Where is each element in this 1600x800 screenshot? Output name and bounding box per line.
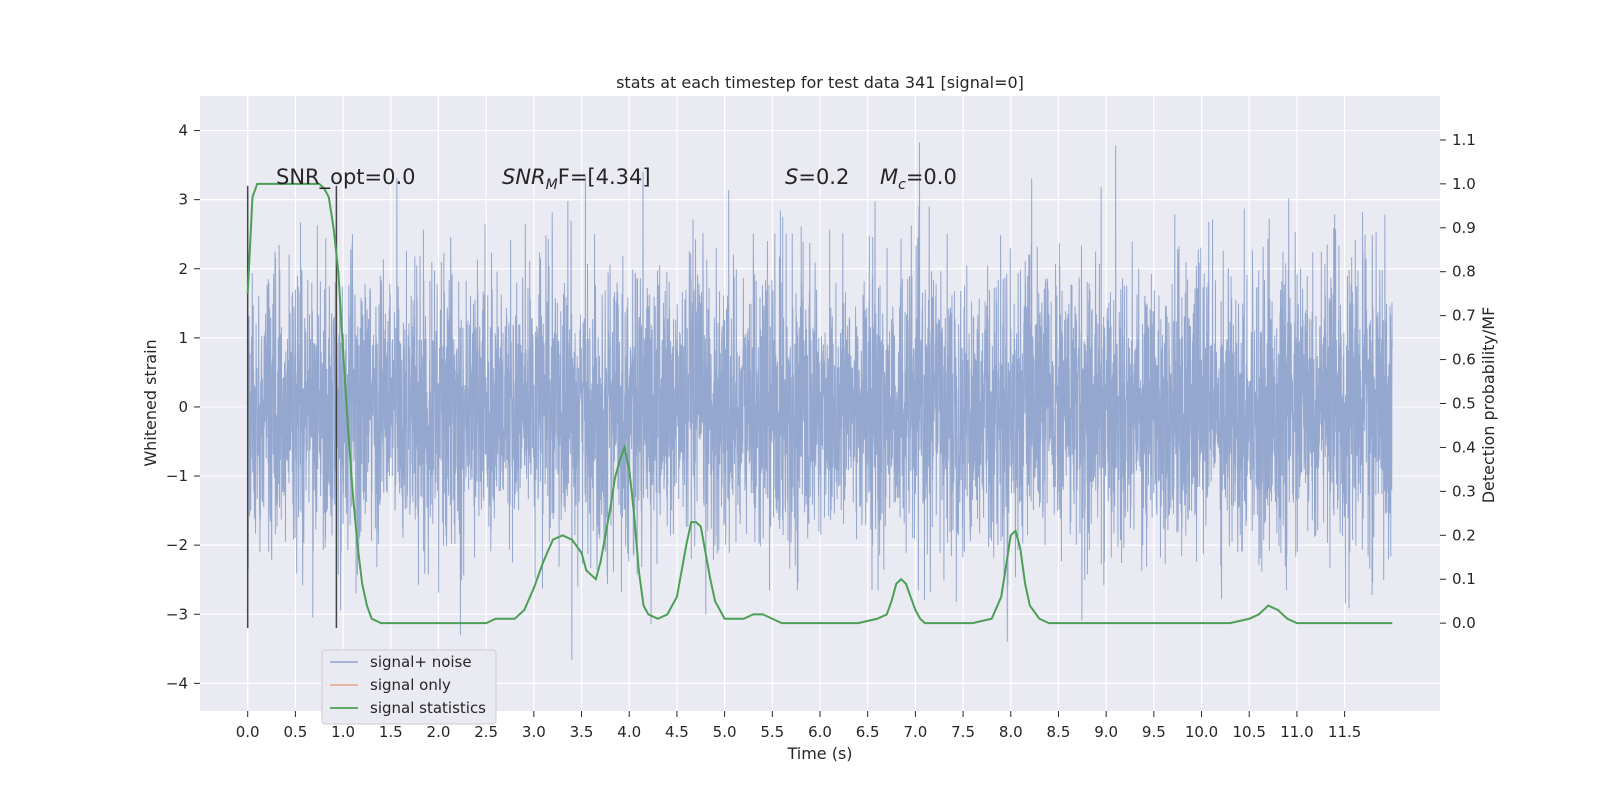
annotation-snr-mf: SNRMF=[4.34] [502,165,651,193]
y-axis-left-label: Whitened strain [141,339,160,466]
x-tick-label: 4.0 [617,723,641,741]
x-axis-ticks: 0.0 0.5 1.0 1.5 2.0 2.5 3.0 3.5 4.0 4.5 5.0 5.5 6.0 6… [236,711,1361,741]
x-tick-label: 0.5 [283,723,307,741]
x-tick-label: 11.0 [1280,723,1313,741]
x-tick-label: 9.0 [1094,723,1118,741]
annotation-s: S=0.2 [785,165,849,189]
y-left-tick-label: 2 [178,260,188,278]
signal-noise-line [247,142,1393,661]
y-right-tick-label: 0.8 [1452,263,1476,281]
legend-label-signal-only: signal only [370,676,451,694]
y-right-tick-label: 0.6 [1452,351,1476,369]
x-tick-label: 10.5 [1233,723,1266,741]
legend: signal+ noise signal only signal statist… [321,649,497,725]
y-axis-right-label: Detection probability/MF [1479,307,1498,504]
x-tick-label: 10.0 [1185,723,1218,741]
x-axis-label: Time (s) [786,744,852,763]
noise-series [247,142,1393,661]
annotation-mc: Mc=0.0 [880,165,957,193]
x-tick-label: 0.0 [236,723,260,741]
y-axis-left-ticks: 4 3 2 1 0 −1 −2 −3 −4 [166,122,200,692]
annotation-mc-main: M [880,165,898,189]
x-tick-label: 3.5 [570,723,594,741]
annotation-snr-mf-sub: M [546,177,558,193]
annotation-s-rest: =0.2 [798,165,849,189]
x-tick-label: 9.5 [1142,723,1166,741]
annotation-snr-opt: SNR_opt=0.0 [276,165,416,190]
annotation-snr-mf-rest: F=[4.34] [558,165,651,189]
x-tick-label: 1.0 [331,723,355,741]
legend-label-signal-noise: signal+ noise [370,653,472,671]
annotation-mc-sub: c [898,177,906,193]
y-left-tick-label: −3 [166,605,188,623]
y-left-tick-label: −4 [166,674,188,692]
x-tick-label: 5.5 [760,723,784,741]
y-left-tick-label: −1 [166,467,188,485]
legend-box [321,649,497,725]
y-right-tick-label: 0.7 [1452,307,1476,325]
y-right-tick-label: 1.1 [1452,131,1476,149]
annotations: SNR_opt=0.0 SNRMF=[4.34] S=0.2 Mc=0.0 [276,165,957,193]
x-tick-label: 3.0 [522,723,546,741]
x-tick-label: 1.5 [379,723,403,741]
y-left-tick-label: −2 [166,536,188,554]
x-tick-label: 8.5 [1047,723,1071,741]
annotation-snr-mf-main: SNR [502,165,546,189]
chart-title: stats at each timestep for test data 341… [616,73,1024,92]
annotation-s-main: S [785,165,798,189]
y-right-tick-label: 0.3 [1452,482,1476,500]
x-tick-label: 6.5 [856,723,880,741]
y-left-tick-label: 4 [178,122,188,140]
y-left-tick-label: 1 [178,329,188,347]
y-right-tick-label: 1.0 [1452,175,1476,193]
x-tick-label: 4.5 [665,723,689,741]
x-tick-label: 2.5 [474,723,498,741]
y-right-tick-label: 0.5 [1452,395,1476,413]
y-left-tick-label: 0 [178,398,188,416]
x-tick-label: 7.0 [903,723,927,741]
y-left-tick-label: 3 [178,191,188,209]
y-right-tick-label: 0.2 [1452,526,1476,544]
y-axis-right-ticks: 1.1 1.0 0.9 0.8 0.7 0.6 0.5 0.4 0.3 0.2 0.1 0.0 [1440,131,1476,632]
annotation-mc-rest: =0.0 [906,165,957,189]
y-right-tick-label: 0.4 [1452,438,1476,456]
x-tick-label: 7.5 [951,723,975,741]
x-tick-label: 5.0 [713,723,737,741]
x-tick-label: 8.0 [999,723,1023,741]
signal-statistics-line [246,182,1393,625]
x-tick-label: 11.5 [1328,723,1361,741]
signal-statistics-series [246,182,1393,625]
y-right-tick-label: 0.9 [1452,219,1476,237]
x-tick-label: 6.0 [808,723,832,741]
y-right-tick-label: 0.0 [1452,614,1476,632]
y-right-tick-label: 0.1 [1452,570,1476,588]
legend-label-signal-statistics: signal statistics [370,699,486,717]
x-tick-label: 2.0 [427,723,451,741]
